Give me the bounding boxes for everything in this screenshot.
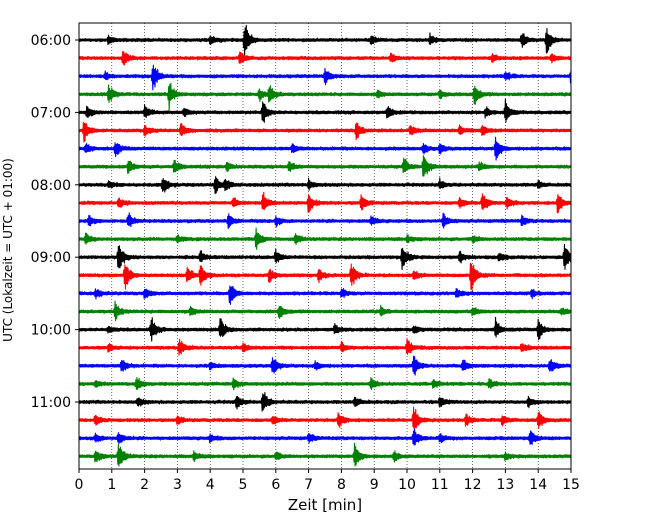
x-tick-label-1: 1 (107, 477, 116, 493)
x-tick-label-5: 5 (239, 477, 248, 493)
trace-0700 (78, 98, 572, 123)
trace-0915 (78, 262, 572, 291)
y-axis-label: UTC (Lokalzeit = UTC + 01:00) (1, 158, 15, 342)
trace-0815 (78, 191, 572, 214)
trace-0600 (78, 24, 572, 57)
y-axis: 06:00 07:00 08:00 09:00 10:00 11:00 (31, 33, 79, 411)
x-axis-label: Zeit [min] (288, 496, 362, 514)
x-tick-label-8: 8 (337, 477, 346, 493)
trace-0800 (78, 176, 572, 195)
trace-0900 (78, 243, 572, 271)
y-tick-label-5: 11:00 (31, 395, 71, 411)
x-tick-label-12: 12 (464, 477, 482, 493)
trace-0630 (78, 64, 572, 91)
trace-1045 (78, 377, 572, 391)
trace-0745 (78, 155, 572, 177)
y-tick-label-0: 06:00 (31, 33, 71, 49)
x-tick-label-0: 0 (75, 477, 84, 493)
x-tick-label-2: 2 (140, 477, 149, 493)
trace-0615 (78, 50, 572, 66)
x-tick-label-11: 11 (431, 477, 449, 493)
x-tick-label-7: 7 (304, 477, 313, 493)
trace-0945 (78, 300, 572, 322)
y-tick-label-1: 07:00 (31, 105, 71, 121)
trace-1130 (78, 428, 572, 446)
x-tick-label-4: 4 (206, 477, 215, 493)
y-tick-label-4: 10:00 (31, 323, 71, 339)
x-tick-label-13: 13 (496, 477, 514, 493)
trace-0645 (78, 82, 572, 112)
x-tick-label-3: 3 (173, 477, 182, 493)
trace-0930 (78, 285, 572, 305)
trace-0830 (78, 212, 572, 230)
trace-0715 (78, 121, 572, 143)
y-tick-label-2: 08:00 (31, 178, 71, 194)
trace-0730 (78, 136, 572, 161)
plot-frame (78, 22, 572, 470)
trace-1000 (78, 316, 572, 342)
x-tick-label-10: 10 (398, 477, 416, 493)
trace-1015 (78, 337, 572, 356)
traces (78, 24, 572, 467)
y-tick-label-3: 09:00 (31, 250, 71, 266)
trace-1100 (78, 391, 572, 412)
trace-0845 (78, 227, 572, 250)
x-tick-label-9: 9 (370, 477, 379, 493)
x-tick-label-6: 6 (271, 477, 280, 493)
trace-1030 (78, 355, 572, 376)
trace-1145 (78, 442, 572, 467)
x-tick-label-15: 15 (562, 477, 580, 493)
x-axis: 0 1 2 3 4 5 6 7 8 9 10 11 12 13 14 15 (75, 469, 580, 493)
x-tick-label-14: 14 (529, 477, 547, 493)
trace-1115 (78, 406, 572, 430)
